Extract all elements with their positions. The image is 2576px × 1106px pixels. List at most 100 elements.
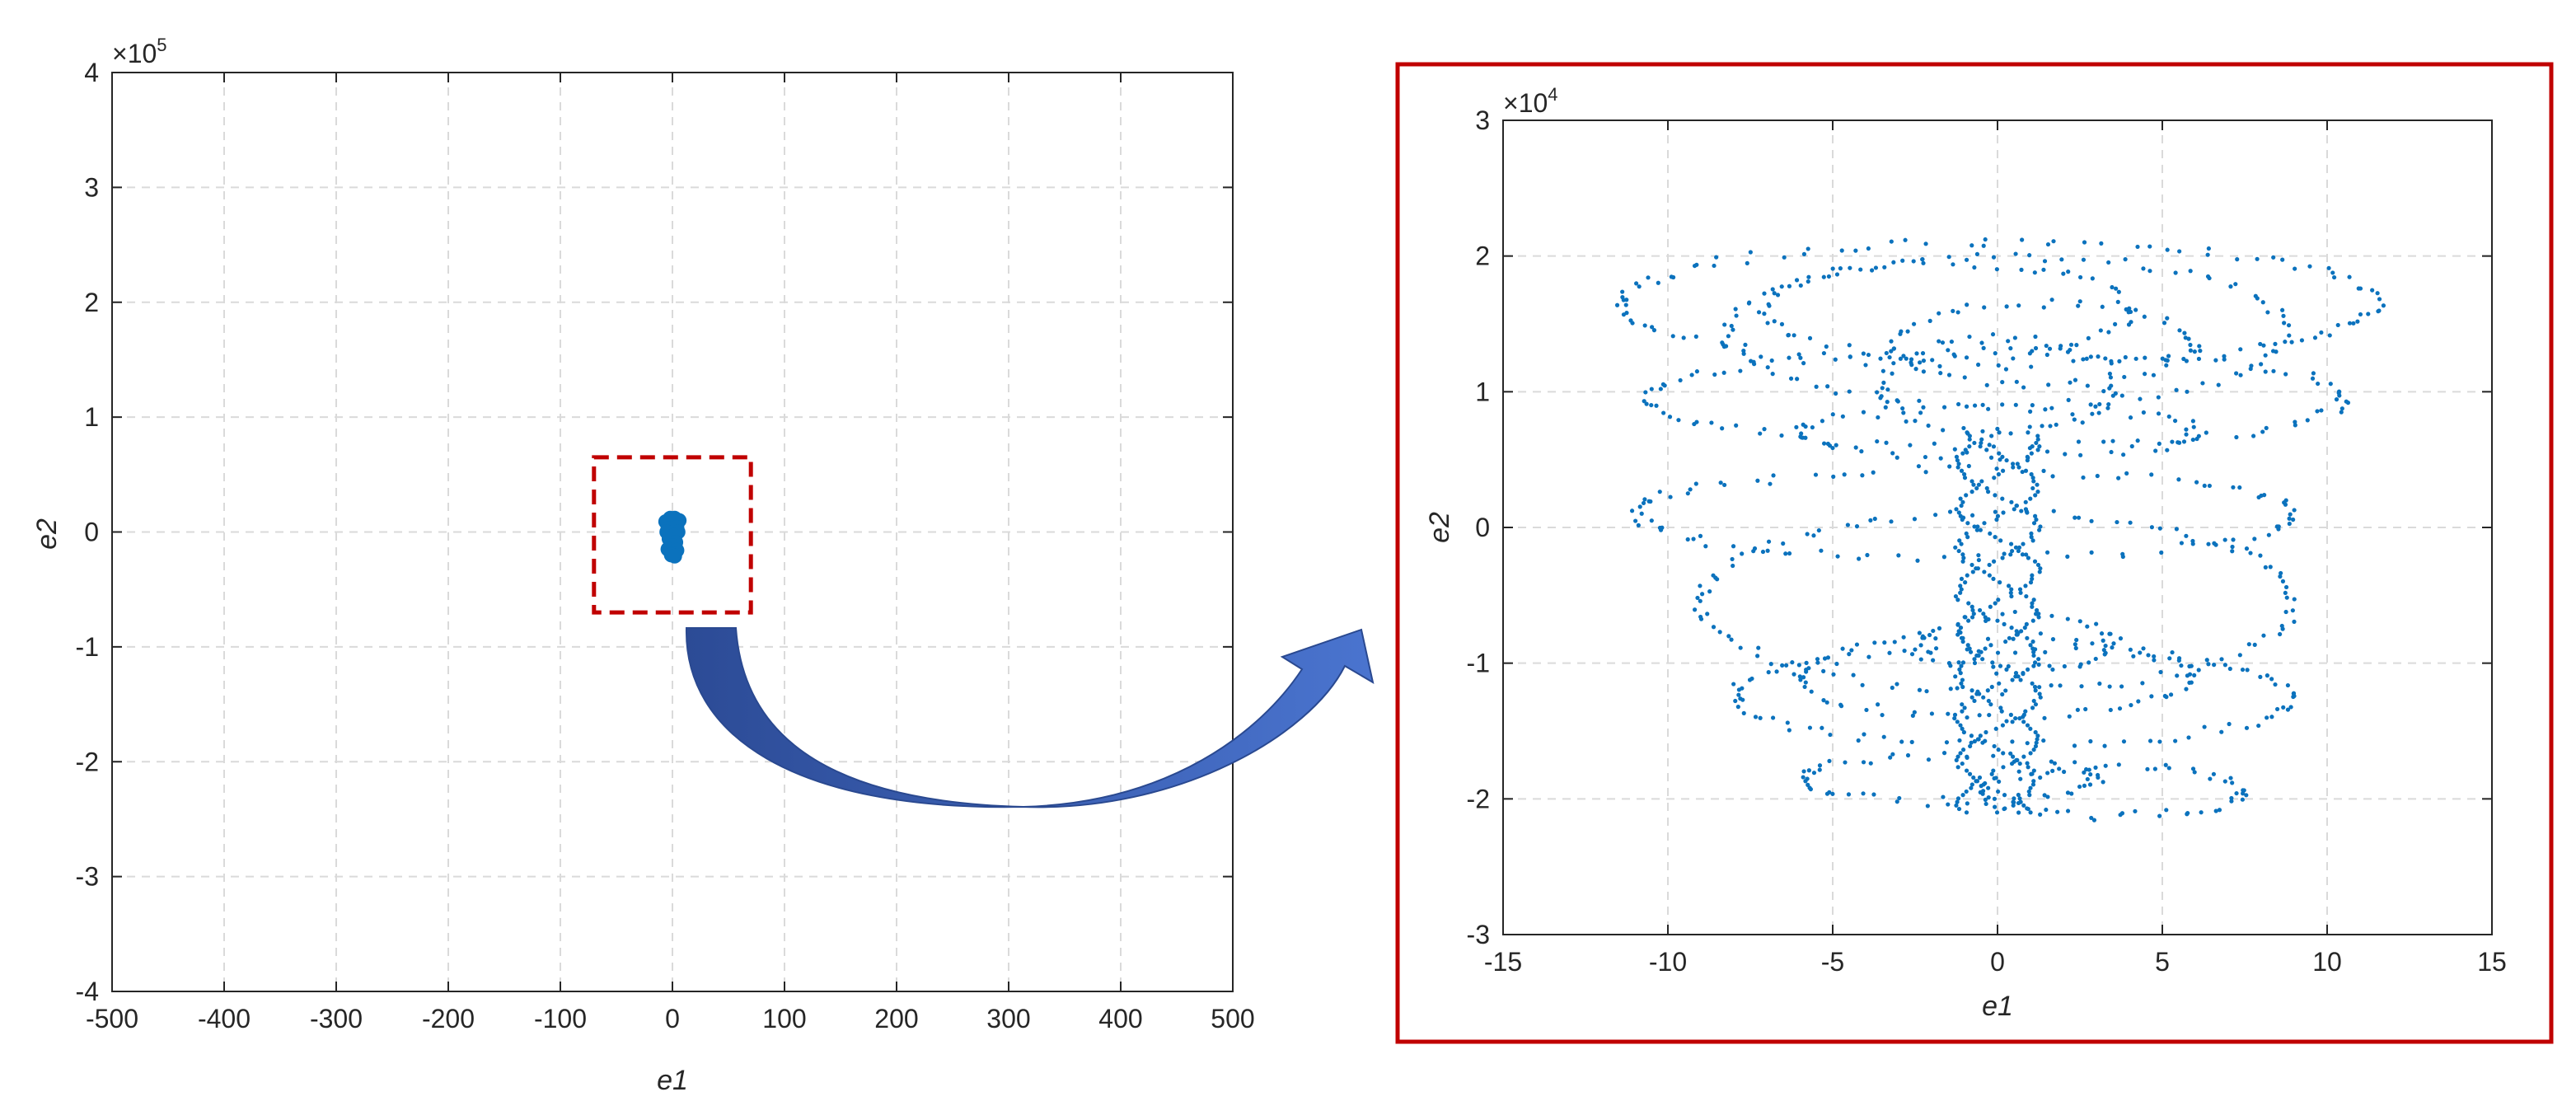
data-point [2073,642,2077,647]
data-point [1984,485,1989,491]
data-point [1905,329,1910,334]
data-point [1898,331,1903,336]
data-point [2081,257,2087,262]
data-point [2054,422,2058,427]
data-point [1928,650,1933,655]
data-point [1967,437,1972,442]
data-point [1987,712,1992,718]
data-point [2288,705,2293,710]
data-point [2268,565,2273,569]
data-point [2227,721,2232,727]
data-point [2038,566,2043,571]
data-point [2227,666,2232,672]
data-point [2199,810,2204,815]
data-point [2038,812,2043,817]
data-point [2244,546,2250,551]
data-point [1971,612,1976,616]
data-point [2271,255,2276,260]
data-point [2176,477,2181,482]
data-point [2109,361,2114,366]
data-point [1984,729,1988,735]
data-point [1780,663,1785,668]
data-point [1738,368,1743,373]
data-point [2222,354,2227,359]
data-point [2061,271,2066,276]
data-point [2147,738,2153,743]
data-point [2031,663,2036,668]
data-point [1798,355,1803,360]
y-tick-label: 3 [84,172,99,202]
data-point [2016,792,2021,798]
data-point [1996,789,2001,794]
data-point [1953,674,1958,679]
data-point [2161,321,2167,326]
data-point [2044,449,2050,454]
data-point [1921,260,1926,265]
data-point [2004,667,2009,672]
data-point [2090,411,2095,416]
data-point [1857,556,1862,561]
data-point [2084,356,2089,361]
data-point [2207,275,2212,281]
data-point [2030,639,2035,644]
data-point [1900,405,1905,411]
data-point [1960,559,1965,564]
data-point [2030,573,2035,578]
x-tick-label: 5 [2155,947,2170,977]
data-point [1995,618,2000,623]
data-point [1731,563,1735,569]
data-point [2260,300,2265,305]
data-point [1634,281,1639,286]
data-point [1909,652,1915,657]
data-point [1976,553,1981,558]
data-point [2131,654,2136,658]
data-point [1925,804,1930,808]
data-point [2062,663,2067,669]
data-point [2129,320,2133,325]
data-point [1889,239,1894,244]
data-point [1904,356,1909,361]
data-point [1955,598,1960,602]
data-point [2172,418,2178,424]
data-point [1895,682,1899,687]
data-point [2044,550,2050,555]
data-point [1801,775,1806,780]
data-point [2031,649,2036,654]
data-point [1853,445,1858,450]
data-point [2141,646,2146,651]
data-point [2156,395,2161,400]
data-point [2073,760,2077,765]
data-point [2287,516,2292,521]
y-tick-label: -3 [76,862,99,892]
data-point [1620,289,1625,294]
data-point [1871,470,1876,475]
data-point [1946,373,1952,377]
overview-x-label: e1 [657,1065,688,1096]
data-point [2174,387,2179,392]
data-point [2074,343,2079,348]
data-point [1933,636,1938,641]
data-point [1972,440,1977,446]
data-point [2202,724,2207,729]
data-point [1909,739,1914,744]
data-point [1959,663,1964,668]
data-point [2096,775,2101,780]
data-point [2101,780,2105,785]
data-point [1790,660,1795,665]
data-point [1843,760,1848,765]
data-point [2067,714,2072,719]
data-point [2109,383,2114,388]
data-point [1712,372,1717,377]
data-point [2192,673,2197,677]
data-point [1985,688,1990,693]
data-point [2035,433,2040,438]
data-point [2050,637,2056,642]
data-point [2204,430,2208,435]
data-point [1713,575,1718,580]
data-point [1785,720,1790,725]
data-point [2121,739,2127,744]
data-point [1982,569,1987,574]
data-point [1962,615,1967,620]
data-point [2129,702,2133,708]
data-point [1781,541,1786,546]
